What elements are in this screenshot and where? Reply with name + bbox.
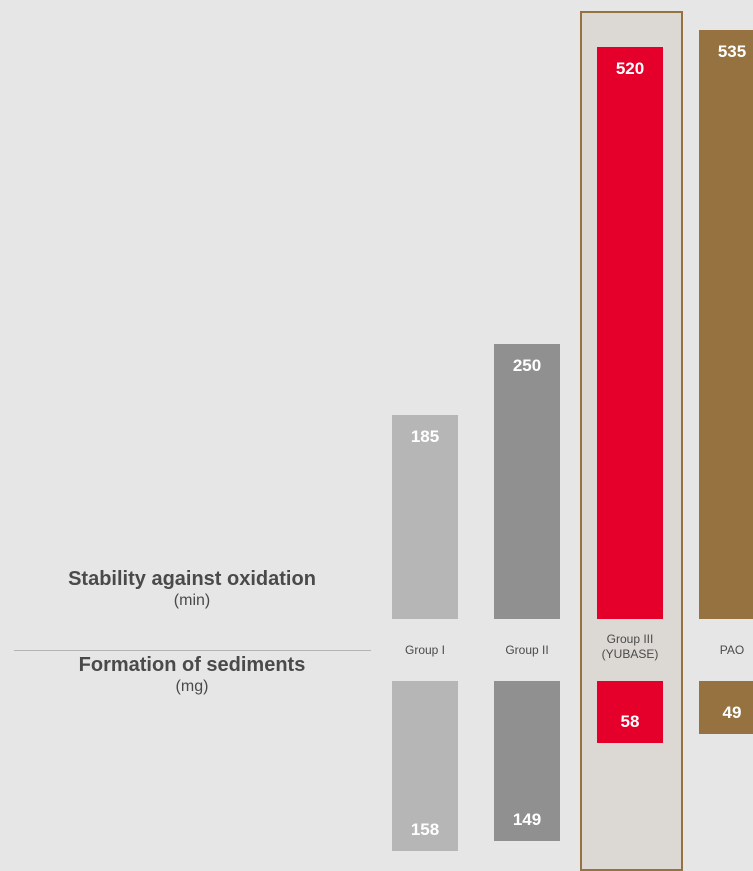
- category-label-group-i: Group I: [404, 643, 446, 657]
- oxidation-stability-unit: (min): [173, 592, 211, 609]
- sediment-value-group-iii-yubase: 58: [620, 712, 640, 731]
- sediment-value-pao: 49: [722, 703, 742, 722]
- oxidation-bar-pao: [699, 30, 753, 619]
- oxidation-bar-group-i: [392, 415, 458, 619]
- oxidation-bar-group-ii: [494, 344, 560, 619]
- sediment-formation-unit: (mg): [175, 678, 209, 695]
- sediment-formation-heading: Formation of sediments (mg): [12, 653, 372, 696]
- divider-line: [14, 650, 371, 651]
- sediment-bar-group-i: [392, 681, 458, 851]
- sediment-bar-group-iii-yubase: [597, 681, 663, 743]
- sediment-formation-title: Formation of sediments: [78, 654, 306, 676]
- oxidation-value-group-i: 185: [410, 427, 440, 446]
- category-label-group-ii: Group II: [505, 643, 549, 657]
- category-label-group-iii-yubase: Group III (YUBASE): [601, 632, 659, 661]
- sediment-value-group-ii: 149: [512, 810, 542, 829]
- oxidation-bar-group-iii-yubase: [597, 47, 663, 619]
- category-label-pao: PAO: [719, 643, 745, 657]
- sediment-bar-group-ii: [494, 681, 560, 841]
- oxidation-value-pao: 535: [717, 42, 747, 61]
- oxidation-value-group-ii: 250: [512, 356, 542, 375]
- sediment-bar-pao: [699, 681, 753, 734]
- oxidation-stability-heading: Stability against oxidation (min): [12, 567, 372, 610]
- sediment-value-group-i: 158: [410, 820, 440, 839]
- oxidation-value-group-iii-yubase: 520: [615, 59, 645, 78]
- oxidation-stability-title: Stability against oxidation: [68, 568, 316, 590]
